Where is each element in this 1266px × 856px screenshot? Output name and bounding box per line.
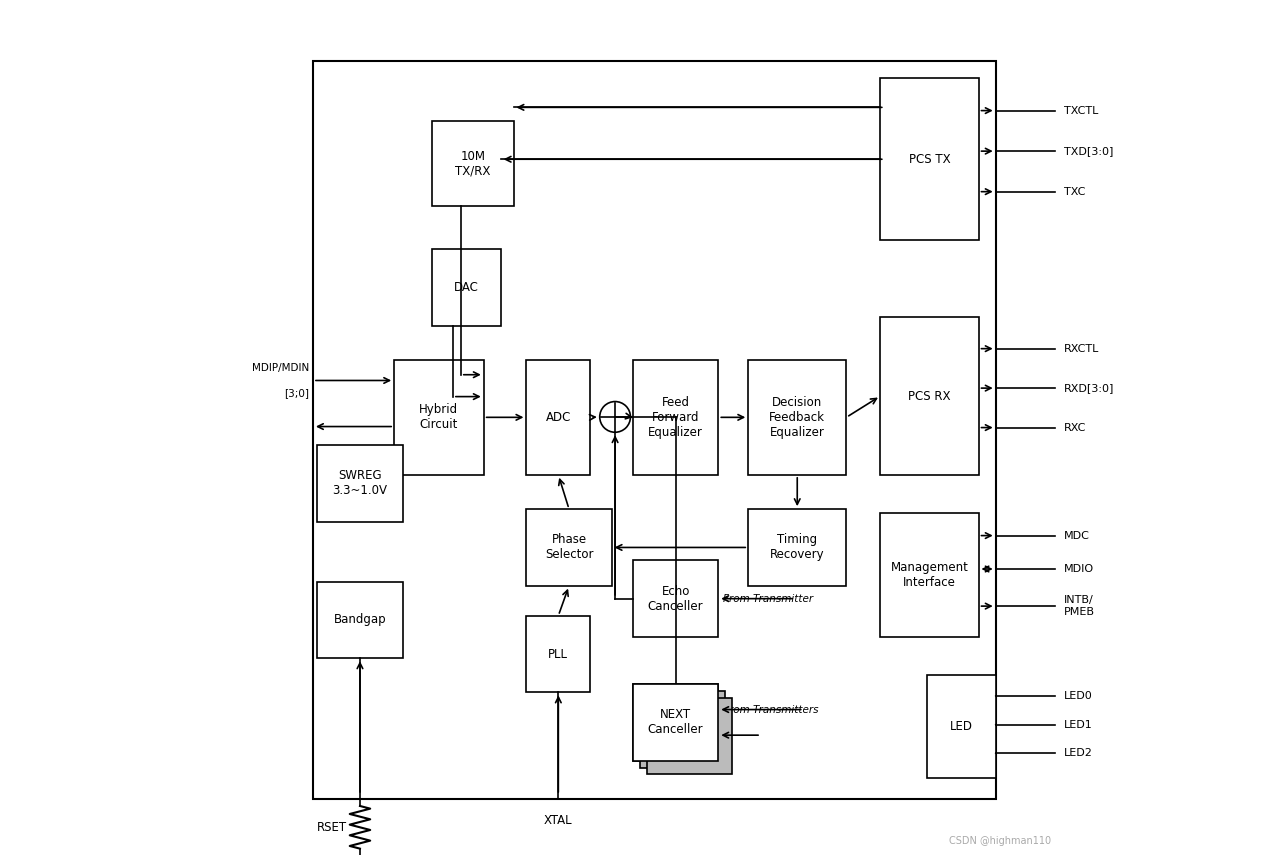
Text: ADC: ADC [546,411,571,424]
FancyBboxPatch shape [748,360,846,475]
FancyBboxPatch shape [633,684,718,761]
Text: From Transmitters: From Transmitters [723,704,818,715]
FancyBboxPatch shape [639,691,725,768]
FancyBboxPatch shape [394,360,484,475]
Text: Timing
Recovery: Timing Recovery [770,533,824,562]
Text: CSDN @highman110: CSDN @highman110 [950,836,1051,846]
FancyBboxPatch shape [527,615,590,693]
FancyBboxPatch shape [633,560,718,637]
FancyBboxPatch shape [318,581,403,658]
Text: 10M
TX/RX: 10M TX/RX [456,150,491,177]
FancyBboxPatch shape [527,509,611,586]
Text: PCS TX: PCS TX [909,152,951,166]
FancyBboxPatch shape [880,514,979,637]
Text: RXC: RXC [1063,423,1086,432]
Text: XTAL: XTAL [544,814,572,827]
Text: RSET: RSET [316,821,347,834]
FancyBboxPatch shape [318,445,403,522]
Text: MDIO: MDIO [1063,564,1094,574]
Text: INTB/
PMEB: INTB/ PMEB [1063,595,1095,617]
Text: RXD[3:0]: RXD[3:0] [1063,383,1114,393]
FancyBboxPatch shape [647,698,732,775]
FancyBboxPatch shape [880,317,979,475]
Text: MDIP/MDIN: MDIP/MDIN [252,363,309,372]
Text: Phase
Selector: Phase Selector [544,533,594,562]
Text: RXCTL: RXCTL [1063,343,1099,354]
FancyBboxPatch shape [313,61,995,800]
Text: LED0: LED0 [1063,691,1093,701]
Text: DAC: DAC [454,281,479,294]
Text: From Transmitter: From Transmitter [723,594,813,603]
Text: PCS RX: PCS RX [908,389,951,402]
Text: TXCTL: TXCTL [1063,105,1098,116]
Text: Management
Interface: Management Interface [890,562,968,589]
Text: NEXT
Canceller: NEXT Canceller [648,709,704,736]
Text: Echo
Canceller: Echo Canceller [648,585,704,613]
Text: NEXT
Canceller: NEXT Canceller [648,709,704,736]
FancyBboxPatch shape [527,360,590,475]
Text: MDC: MDC [1063,531,1090,541]
Text: PLL: PLL [548,648,568,661]
Text: [3;0]: [3;0] [284,389,309,398]
FancyBboxPatch shape [748,509,846,586]
Text: LED1: LED1 [1063,720,1093,729]
Text: TXD[3:0]: TXD[3:0] [1063,146,1113,156]
Text: Hybrid
Circuit: Hybrid Circuit [419,403,458,431]
FancyBboxPatch shape [433,121,514,206]
Text: Bandgap: Bandgap [334,614,386,627]
FancyBboxPatch shape [880,78,979,241]
Text: Feed
Forward
Equalizer: Feed Forward Equalizer [648,395,703,439]
Text: SWREG
3.3~1.0V: SWREG 3.3~1.0V [333,469,387,497]
FancyBboxPatch shape [928,675,995,778]
Text: Decision
Feedback
Equalizer: Decision Feedback Equalizer [770,395,825,439]
Text: LED2: LED2 [1063,748,1093,758]
FancyBboxPatch shape [433,249,501,325]
FancyBboxPatch shape [633,360,718,475]
Text: LED: LED [950,720,974,733]
FancyBboxPatch shape [633,684,718,761]
Text: TXC: TXC [1063,187,1085,197]
